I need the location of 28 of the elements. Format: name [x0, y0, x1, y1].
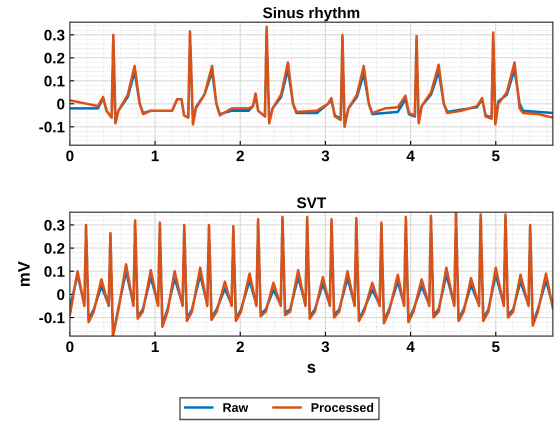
y-tick-label: 0.1 — [44, 76, 65, 87]
x-tick-label: 2 — [236, 341, 244, 352]
x-tick-label: 4 — [406, 341, 415, 352]
x-tick-label: 5 — [492, 341, 500, 352]
x-tick-label: 3 — [322, 341, 330, 352]
y-tick-label: 0 — [57, 98, 64, 110]
y-tick-label: 0.1 — [44, 266, 65, 277]
x-axis-title: s — [307, 364, 316, 373]
y-tick-label: 0.3 — [44, 220, 64, 231]
x-tick-label: 1 — [152, 341, 159, 352]
x-tick-label: 5 — [492, 150, 500, 162]
y-tick-label: 0 — [57, 289, 64, 300]
legend-label: Raw — [223, 403, 248, 412]
y-tick-label: 0.2 — [44, 242, 64, 254]
y-tick-label: 0.3 — [44, 30, 64, 41]
y-tick-label: -0.1 — [39, 312, 65, 324]
chart-title: Sinus rhythm — [262, 6, 360, 22]
y-tick-label: 0.2 — [44, 52, 64, 64]
y-axis-title: mV — [18, 261, 30, 286]
y-tick-label: -0.1 — [39, 122, 65, 132]
x-tick-label: 4 — [406, 150, 415, 162]
x-tick-label: 0 — [66, 341, 74, 352]
chart-title: SVT — [296, 197, 326, 208]
x-tick-label: 1 — [152, 150, 159, 162]
x-tick-label: 2 — [236, 150, 244, 162]
x-tick-label: 3 — [322, 150, 330, 162]
legend-label: Processed — [312, 402, 374, 412]
x-tick-label: 0 — [66, 150, 74, 162]
